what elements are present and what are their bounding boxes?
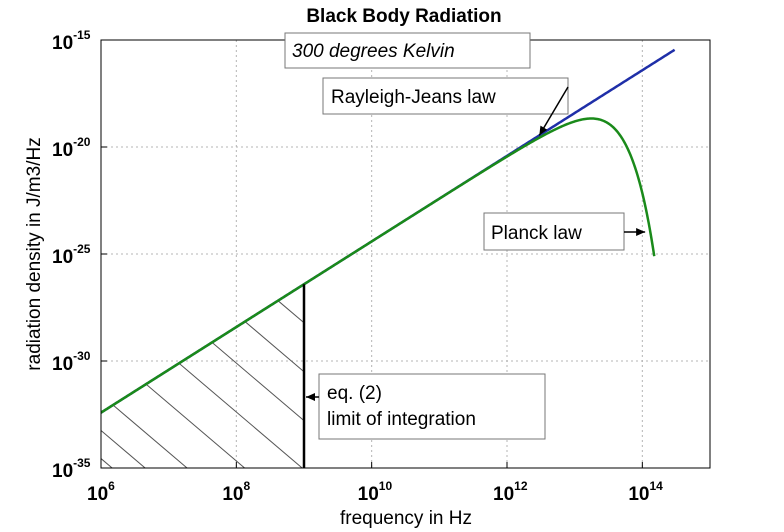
y-tick-label: 10-30 [52, 349, 91, 375]
x-tick-base: 10 [628, 484, 649, 505]
x-tick-label: 1010 [358, 479, 393, 505]
y-tick-exponent: -30 [73, 349, 91, 363]
hatch-line [101, 458, 113, 468]
y-tick-base: 10 [52, 247, 73, 268]
y-tick-exponent: -15 [73, 28, 91, 42]
x-tick-label: 108 [222, 479, 250, 505]
y-tick-label: 10-25 [52, 242, 91, 268]
x-axis-ticks: 106 108 1010 1012 1014 [87, 462, 663, 505]
hatch-line [277, 300, 305, 324]
planck-arrowhead [636, 228, 646, 236]
y-tick-base: 10 [52, 33, 73, 54]
integration-hatch [101, 300, 305, 468]
series-group [101, 48, 676, 414]
limit-arrowhead [306, 393, 315, 401]
rayleigh-jeans-annotation: Rayleigh-Jeans law [322, 77, 569, 136]
x-tick-base: 10 [87, 484, 108, 505]
x-tick-label: 1014 [628, 479, 663, 505]
subtitle-box: 300 degrees Kelvin [284, 32, 531, 69]
x-tick-exponent: 6 [108, 479, 115, 493]
y-tick-base: 10 [52, 461, 73, 482]
y-tick-label: 10-20 [52, 135, 91, 161]
rayleigh-jeans-arrow [538, 86, 569, 136]
y-axis-label: radiation density in J/m3/Hz [24, 137, 45, 370]
hatch-line [244, 321, 305, 373]
x-tick-base: 10 [222, 484, 243, 505]
y-tick-exponent: -25 [73, 242, 91, 256]
x-tick-label: 1012 [493, 479, 528, 505]
y-tick-label: 10-35 [52, 456, 91, 482]
hatch-line [112, 404, 188, 468]
limit-label-line1: eq. (2) [327, 383, 382, 404]
y-tick-exponent: -20 [73, 135, 91, 149]
hatch-line [178, 362, 303, 468]
chart-title: Black Body Radiation [306, 6, 501, 27]
x-tick-exponent: 8 [243, 479, 250, 493]
x-axis-label: frequency in Hz [340, 508, 472, 529]
y-tick-label: 10-15 [52, 28, 91, 54]
limit-label-line2: limit of integration [327, 409, 476, 430]
y-tick-base: 10 [52, 140, 73, 161]
rayleigh-jeans-label: Rayleigh-Jeans law [331, 87, 496, 108]
hatch-line [145, 383, 245, 468]
hatch-line [211, 342, 305, 422]
x-tick-base: 10 [358, 484, 379, 505]
rayleigh-jeans-arrowhead [539, 125, 548, 136]
y-tick-base: 10 [52, 354, 73, 375]
x-tick-exponent: 14 [649, 479, 663, 493]
planck-label: Planck law [491, 223, 582, 244]
hatch-line [101, 430, 146, 468]
x-tick-exponent: 12 [514, 479, 528, 493]
planck-annotation: Planck law [483, 212, 646, 251]
subtitle-text: 300 degrees Kelvin [292, 41, 455, 62]
y-tick-exponent: -35 [73, 456, 91, 470]
limit-annotation: eq. (2) limit of integration [306, 373, 546, 440]
x-tick-label: 106 [87, 479, 115, 505]
x-tick-exponent: 10 [379, 479, 393, 493]
series-line-planck [101, 117, 656, 414]
x-tick-base: 10 [493, 484, 514, 505]
